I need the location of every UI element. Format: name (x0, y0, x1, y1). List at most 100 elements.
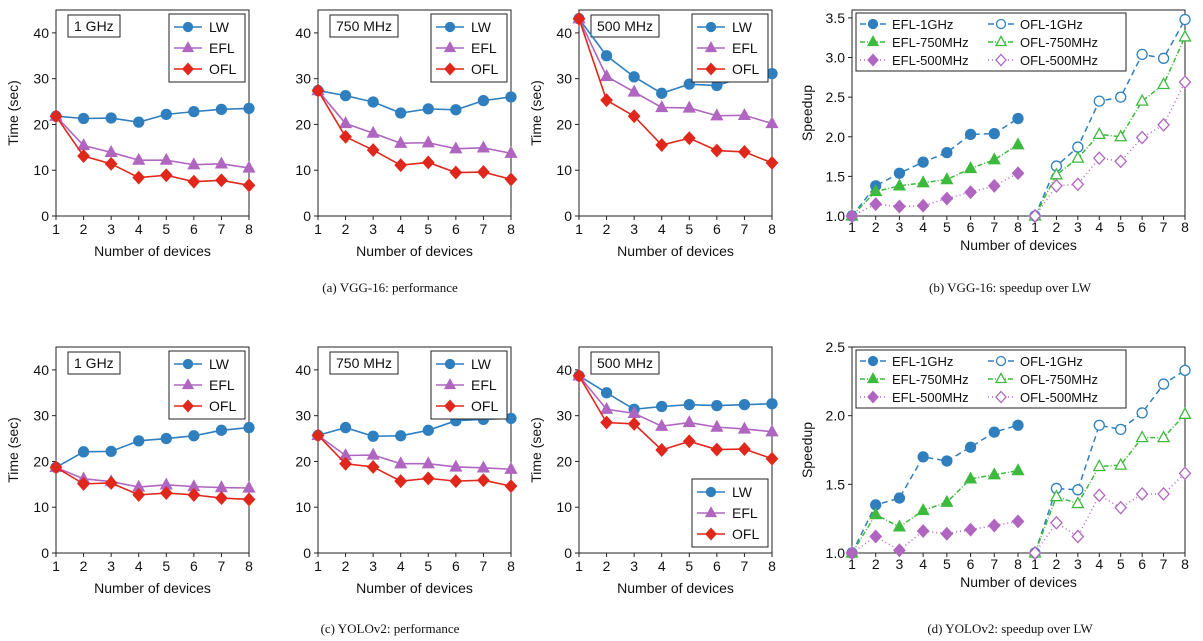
y-tick-label: 10 (295, 162, 311, 178)
y-tick-label: 2.5 (826, 339, 846, 355)
data-point-EFL (132, 152, 146, 165)
legend-marker-OFL (444, 399, 456, 413)
data-point-EFL (710, 419, 724, 432)
panel-title-box (67, 14, 121, 38)
panel-title-box (329, 351, 399, 375)
legend-marker-EFL (181, 41, 195, 53)
data-point-OFL (710, 442, 724, 457)
data-point-EFL-500MHz (869, 529, 883, 544)
legend-label-OFL: OFL (209, 398, 236, 414)
legend-label-OFL-1GHz: OFL-1GHz (1020, 354, 1083, 369)
legend-label-LW: LW (732, 484, 753, 500)
data-point-OFL (504, 479, 518, 494)
y-tick-label: 1.0 (826, 545, 846, 561)
x-tick-label: 7 (218, 221, 226, 237)
x-tick-label: 3 (369, 558, 377, 574)
data-point-LW (243, 102, 255, 115)
panel-title-box (590, 14, 660, 38)
x-tick-label: 8 (768, 558, 776, 574)
data-point-EFL-500MHz (916, 524, 930, 538)
x-tick-label: 6 (190, 558, 198, 574)
data-point-EFL (214, 480, 229, 493)
y-tick-label: 0 (303, 545, 311, 561)
data-point-OFL-500MHz (1092, 488, 1106, 503)
legend-label-EFL: EFL (209, 377, 235, 393)
y-axis-label: Speedup (799, 85, 815, 141)
legend-label-OFL: OFL (732, 526, 759, 542)
data-point-LW (367, 96, 379, 108)
data-point-OFL (504, 172, 518, 187)
x-tick-label: 4 (397, 221, 405, 237)
legend-label-EFL: EFL (209, 40, 235, 56)
data-point-LW (600, 387, 613, 399)
series-line-EFL-750MHz (851, 469, 1019, 554)
data-point-OFL-750MHz (1071, 150, 1085, 163)
x-tick-label: 1 (314, 558, 322, 574)
x-tick-label: 7 (1160, 219, 1168, 235)
data-point-OFL (738, 144, 751, 159)
data-point-EFL-1GHz (893, 167, 906, 179)
data-point-EFL (242, 160, 256, 173)
data-point-LW (105, 112, 117, 124)
chart-vgg-1ghz: 0 10 20 30 40 1 2 3 4 5 6 7 8 Number of devices Time (… (5, 9, 256, 259)
caption-a: (a) VGG-16: performance (322, 280, 458, 295)
data-point-EFL-750MHz (892, 519, 907, 532)
y-tick-label: 40 (33, 25, 49, 41)
legend-label-EFL-750MHz: EFL-750MHz (892, 372, 969, 387)
data-point-OFL (242, 492, 256, 507)
y-tick-label: 1.0 (826, 208, 846, 224)
y-tick-label: 3.0 (826, 50, 846, 66)
legend-label-LW: LW (209, 356, 230, 372)
data-point-LW (77, 112, 90, 125)
y-tick-label: 20 (295, 116, 311, 132)
y-tick-label: 0 (41, 208, 49, 224)
x-tick-label: 6 (452, 558, 460, 574)
data-point-OFL (242, 178, 256, 193)
x-axis-label: Number of devices (356, 580, 473, 596)
legend-label-EFL-500MHz: EFL-500MHz (892, 390, 969, 405)
data-point-EFL (104, 145, 118, 158)
x-tick-label: 3 (1074, 556, 1082, 572)
legend-label-LW: LW (471, 356, 492, 372)
y-tick-label: 2.0 (826, 408, 846, 424)
x-tick-label: 4 (658, 558, 666, 574)
legend-marker-OFL-750MHz (994, 372, 1008, 384)
data-point-EFL-1GHz (964, 441, 977, 453)
data-point-OFL-500MHz (1178, 75, 1192, 90)
data-point-EFL-1GHz (917, 156, 929, 168)
data-point-LW (395, 430, 407, 442)
data-point-OFL (572, 11, 586, 26)
data-point-LW (367, 430, 379, 442)
legend-label-EFL-1GHz: EFL-1GHz (892, 354, 953, 369)
y-tick-label: 30 (295, 408, 311, 424)
legend-marker-EFL (181, 378, 195, 390)
x-tick-label: 8 (507, 558, 515, 574)
data-point-LW (738, 399, 751, 411)
data-point-EFL (682, 100, 696, 113)
data-point-EFL (476, 460, 491, 473)
legend-marker-OFL-750MHz (994, 35, 1008, 47)
legend-label-EFL: EFL (732, 40, 758, 56)
x-tick-label: 6 (1138, 556, 1146, 572)
data-point-OFL-500MHz (1071, 177, 1085, 192)
data-point-OFL (710, 143, 724, 158)
x-tick-label: 1 (575, 221, 583, 237)
data-point-OFL (600, 93, 613, 108)
y-tick-label: 30 (33, 71, 49, 87)
data-point-LW (160, 108, 172, 121)
series-line-EFL (317, 434, 512, 471)
x-tick-label: 2 (342, 221, 350, 237)
data-point-OFL (477, 165, 490, 180)
x-tick-label: 2 (603, 558, 611, 574)
x-tick-label: 4 (1095, 219, 1103, 235)
panel-title-box (67, 351, 121, 375)
data-point-EFL-500MHz (869, 197, 883, 212)
legend-marker-LW (705, 486, 717, 498)
data-point-OFL (421, 155, 435, 170)
data-point-OFL-500MHz (1028, 546, 1042, 560)
x-tick-label: 2 (872, 219, 880, 235)
y-tick-label: 20 (556, 116, 572, 132)
data-point-EFL (242, 480, 256, 493)
data-point-EFL (710, 108, 724, 121)
